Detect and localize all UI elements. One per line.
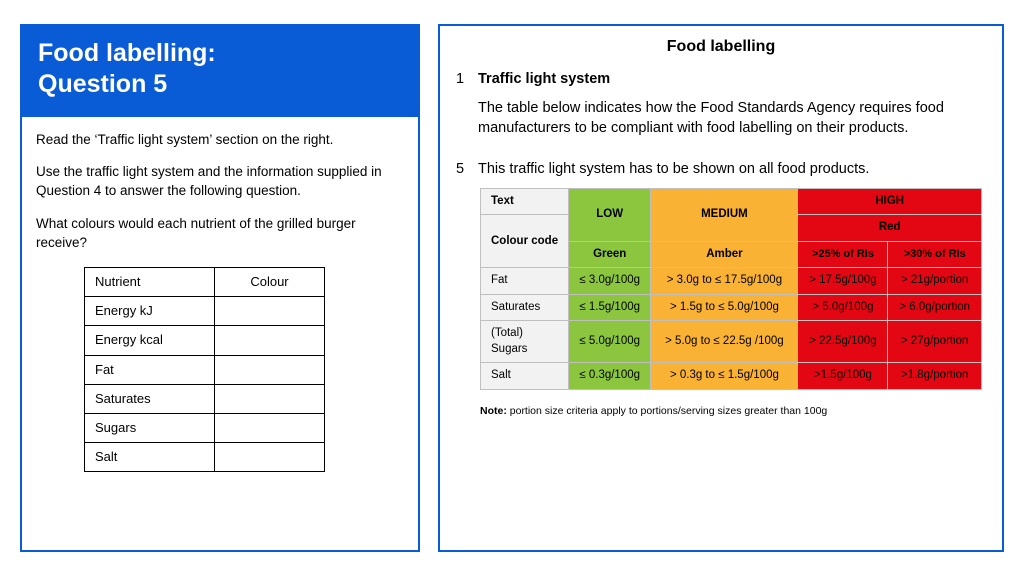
med-cell: > 1.5g to ≤ 5.0g/100g — [651, 294, 798, 321]
answer-header-colour: Colour — [215, 267, 325, 296]
table-row: Energy kJ — [85, 297, 325, 326]
header-green: Green — [569, 241, 651, 268]
nutrient-cell: Fat — [85, 355, 215, 384]
header-ri25: >25% of RIs — [798, 241, 888, 268]
low-cell: ≤ 1.5g/100g — [569, 294, 651, 321]
table-row: Nutrient Colour — [85, 267, 325, 296]
nutrient-cell: Saturates — [85, 384, 215, 413]
low-cell: ≤ 5.0g/100g — [569, 321, 651, 363]
header-ri30: >30% of RIs — [888, 241, 982, 268]
traffic-table-wrap: Text LOW MEDIUM HIGH Colour code Red Gre… — [456, 188, 986, 390]
instruction-p2: Use the traffic light system and the inf… — [36, 163, 404, 201]
high-cell-2: >1.8g/portion — [888, 363, 982, 390]
nutrient-cell: Salt — [85, 443, 215, 472]
table-row: (Total) Sugars ≤ 5.0g/100g > 5.0g to ≤ 2… — [481, 321, 982, 363]
row-label: Fat — [481, 268, 569, 295]
traffic-light-table: Text LOW MEDIUM HIGH Colour code Red Gre… — [480, 188, 982, 390]
right-panel: Food labelling 1 Traffic light system Th… — [438, 24, 1004, 552]
row-label: (Total) Sugars — [481, 321, 569, 363]
med-cell: > 5.0g to ≤ 22.5g /100g — [651, 321, 798, 363]
table-row: Saturates ≤ 1.5g/100g > 1.5g to ≤ 5.0g/1… — [481, 294, 982, 321]
answer-table: Nutrient Colour Energy kJ Energy kcal Fa… — [84, 267, 325, 472]
reference-title: Food labelling — [456, 36, 986, 58]
note: Note: portion size criteria apply to por… — [456, 404, 986, 418]
table-row: Sugars — [85, 413, 325, 442]
nutrient-cell: Energy kJ — [85, 297, 215, 326]
row-label: Saturates — [481, 294, 569, 321]
high-cell-1: > 17.5g/100g — [798, 268, 888, 295]
nutrient-cell: Energy kcal — [85, 326, 215, 355]
high-cell-1: > 5.0g/100g — [798, 294, 888, 321]
high-cell-1: >1.5g/100g — [798, 363, 888, 390]
high-cell-2: > 6.0g/portion — [888, 294, 982, 321]
high-cell-2: > 21g/portion — [888, 268, 982, 295]
section-heading: Traffic light system — [478, 70, 986, 90]
table-row: Fat ≤ 3.0g/100g > 3.0g to ≤ 17.5g/100g >… — [481, 268, 982, 295]
section-intro: The table below indicates how the Food S… — [478, 99, 986, 138]
title-line-2: Question 5 — [38, 69, 402, 100]
instruction-p1: Read the ‘Traffic light system’ section … — [36, 131, 404, 150]
instruction-p3: What colours would each nutrient of the … — [36, 215, 404, 253]
question-body: Read the ‘Traffic light system’ section … — [20, 117, 420, 553]
table-row: Text LOW MEDIUM HIGH — [481, 188, 982, 215]
high-cell-1: > 22.5g/100g — [798, 321, 888, 363]
header-red: Red — [798, 215, 982, 242]
note-label: Note: — [480, 405, 507, 417]
table-row: Saturates — [85, 384, 325, 413]
med-cell: > 3.0g to ≤ 17.5g/100g — [651, 268, 798, 295]
high-cell-2: > 27g/portion — [888, 321, 982, 363]
header-text: Text — [481, 188, 569, 215]
answer-header-nutrient: Nutrient — [85, 267, 215, 296]
note-text: portion size criteria apply to portions/… — [507, 405, 827, 417]
left-panel: Food labelling: Question 5 Read the ‘Tra… — [20, 24, 420, 552]
header-high: HIGH — [798, 188, 982, 215]
med-cell: > 0.3g to ≤ 1.5g/100g — [651, 363, 798, 390]
title-line-1: Food labelling: — [38, 38, 402, 69]
section-1: 1 Traffic light system The table below i… — [456, 70, 986, 153]
colour-cell[interactable] — [215, 297, 325, 326]
header-colour-code: Colour code — [481, 215, 569, 268]
table-row: Salt — [85, 443, 325, 472]
section-number: 1 — [456, 70, 468, 153]
colour-cell[interactable] — [215, 355, 325, 384]
header-medium: MEDIUM — [651, 188, 798, 241]
colour-cell[interactable] — [215, 443, 325, 472]
colour-cell[interactable] — [215, 413, 325, 442]
table-row: Energy kcal — [85, 326, 325, 355]
nutrient-cell: Sugars — [85, 413, 215, 442]
low-cell: ≤ 0.3g/100g — [569, 363, 651, 390]
header-low: LOW — [569, 188, 651, 241]
table-row: Fat — [85, 355, 325, 384]
section-5: 5 This traffic light system has to be sh… — [456, 160, 986, 180]
section-number: 5 — [456, 160, 468, 180]
section-text: This traffic light system has to be show… — [478, 160, 986, 180]
low-cell: ≤ 3.0g/100g — [569, 268, 651, 295]
colour-cell[interactable] — [215, 384, 325, 413]
header-amber: Amber — [651, 241, 798, 268]
row-label: Salt — [481, 363, 569, 390]
question-title: Food labelling: Question 5 — [20, 24, 420, 117]
table-row: Salt ≤ 0.3g/100g > 0.3g to ≤ 1.5g/100g >… — [481, 363, 982, 390]
colour-cell[interactable] — [215, 326, 325, 355]
